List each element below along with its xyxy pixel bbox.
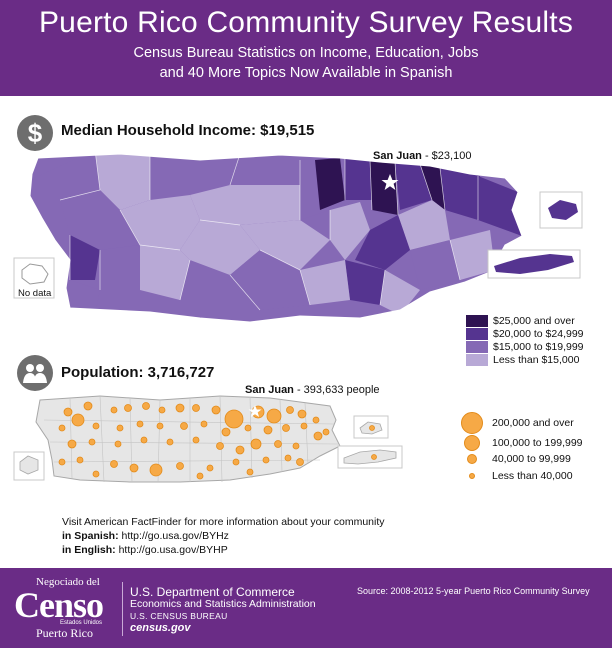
page-subtitle-line2: and 40 More Topics Now Available in Span… (159, 65, 453, 81)
census-logo-region: Puerto Rico (36, 626, 93, 640)
factfinder-info: Visit American FactFinder for more infor… (62, 515, 385, 557)
page-title: Puerto Rico Community Survey Results (38, 6, 574, 39)
no-data-label: No data (18, 288, 52, 299)
bureau-name: U.S. CENSUS BUREAU (130, 611, 228, 621)
population-map (13, 395, 403, 483)
legend-swatch (466, 315, 488, 327)
census-logo-top-text: Negociado del (36, 576, 100, 588)
factfinder-intro: Visit American FactFinder for more infor… (62, 516, 385, 528)
income-san-juan-label: San Juan - $23,100 (373, 150, 472, 162)
people-icon (17, 355, 53, 391)
legend-swatch (466, 354, 488, 366)
department-name: U.S. Department of Commerce (130, 585, 295, 599)
population-legend-item: 100,000 to 199,999 (460, 435, 583, 451)
agency-block: U.S. Department of Commerce Economics an… (130, 586, 316, 634)
population-legend-item: 200,000 and over (460, 412, 574, 434)
english-link[interactable]: http://go.usa.gov/BYHP (115, 544, 228, 556)
income-map (13, 153, 583, 323)
san-juan-star-icon (248, 405, 262, 417)
population-san-juan-label: San Juan - 393,633 people (245, 384, 380, 396)
income-municipalities (30, 154, 522, 322)
population-bubbles (58, 401, 330, 480)
header-banner: Puerto Rico Community Survey Results Cen… (0, 0, 612, 96)
spanish-link[interactable]: http://go.usa.gov/BYHz (118, 530, 229, 542)
san-juan-star-icon (381, 174, 399, 190)
legend-bubble (467, 454, 477, 464)
income-legend-item: $20,000 to $24,999 (466, 328, 584, 340)
census-site-link[interactable]: census.gov (130, 622, 191, 634)
spanish-link-row: in Spanish: http://go.usa.gov/BYHz (62, 530, 229, 542)
income-legend-item: Less than $15,000 (466, 354, 579, 366)
legend-bubble (469, 473, 475, 479)
administration-name: Economics and Statistics Administration (130, 598, 316, 610)
income-legend-item: $25,000 and over (466, 315, 575, 327)
legend-swatch (466, 341, 488, 353)
population-title: Population: 3,716,727 (61, 364, 215, 381)
legend-bubble (464, 435, 480, 451)
population-legend-item: 40,000 to 99,999 (460, 453, 571, 465)
census-logo-subtext: Estados Unidos (60, 620, 103, 626)
census-logo: Censo (14, 585, 104, 625)
legend-swatch (466, 328, 488, 340)
legend-bubble (461, 412, 483, 434)
source-note: Source: 2008-2012 5-year Puerto Rico Com… (357, 586, 590, 596)
income-title: Median Household Income: $19,515 (61, 122, 315, 139)
income-legend-item: $15,000 to $19,999 (466, 341, 584, 353)
dollar-icon: $ (17, 115, 53, 151)
footer-divider (122, 582, 123, 636)
page-subtitle-line1: Census Bureau Statistics on Income, Educ… (133, 45, 479, 61)
population-legend-item: Less than 40,000 (460, 470, 573, 482)
footer-banner: Negociado del Censo Estados Unidos Puert… (0, 568, 612, 648)
english-link-row: in English: http://go.usa.gov/BYHP (62, 544, 228, 556)
